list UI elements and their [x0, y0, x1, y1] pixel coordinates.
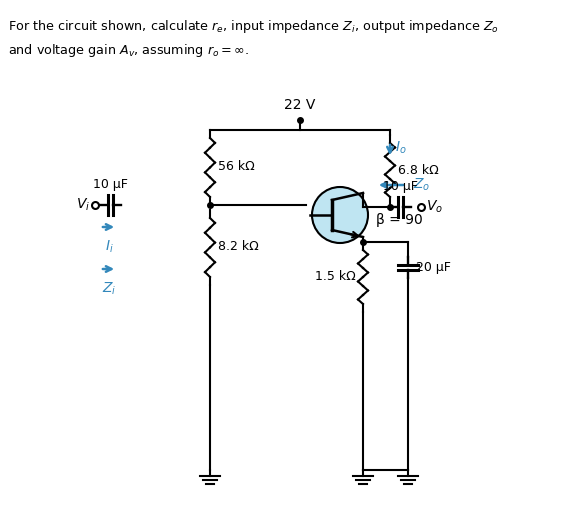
Text: 10 μF: 10 μF [93, 178, 128, 191]
Text: 22 V: 22 V [284, 98, 316, 112]
Text: β = 90: β = 90 [376, 213, 423, 227]
Text: $I_i$: $I_i$ [105, 239, 113, 256]
Text: 20 μF: 20 μF [416, 261, 451, 274]
Text: 1.5 kΩ: 1.5 kΩ [315, 271, 356, 283]
Text: 8.2 kΩ: 8.2 kΩ [218, 240, 259, 254]
Text: 56 kΩ: 56 kΩ [218, 161, 255, 174]
Text: $V_i$: $V_i$ [76, 197, 90, 213]
Text: For the circuit shown, calculate $r_e$, input impedance $Z_i$, output impedance : For the circuit shown, calculate $r_e$, … [8, 18, 499, 35]
Text: $Z_o$: $Z_o$ [413, 177, 430, 193]
Text: 10 μF: 10 μF [383, 180, 418, 193]
Text: 6.8 kΩ: 6.8 kΩ [398, 164, 439, 177]
Text: $Z_i$: $Z_i$ [102, 281, 116, 297]
Text: $V_o$: $V_o$ [426, 199, 443, 215]
Circle shape [312, 187, 368, 243]
Text: $I_o$: $I_o$ [395, 140, 407, 156]
Text: and voltage gain $A_v$, assuming $r_o = \infty$.: and voltage gain $A_v$, assuming $r_o = … [8, 42, 249, 59]
